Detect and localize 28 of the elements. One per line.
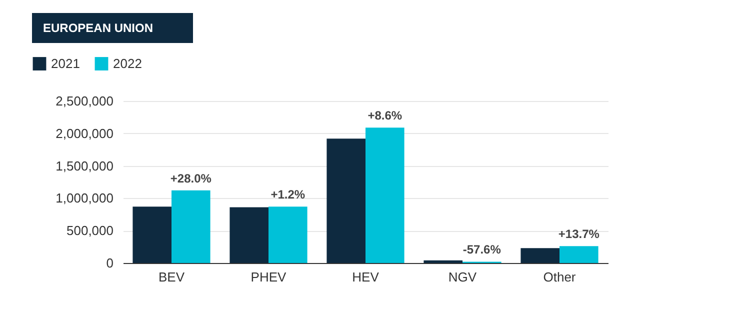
bar [520,248,560,263]
x-tick-label: PHEV [250,270,287,284]
legend-label: 2022 [113,56,142,71]
bar [230,207,268,263]
y-tick-label: 2,000,000 [56,126,114,141]
bar [268,206,308,263]
bar [366,128,404,263]
annotation: -57.6% [462,242,502,257]
chart-title: EUROPEAN UNION [43,21,154,35]
annotation: +13.7% [558,227,600,242]
annotation: +1.2% [270,188,306,202]
x-tick-label: HEV [352,270,380,284]
bar [560,246,598,263]
x-tick-label: NGV [448,270,477,284]
y-tick-label: 2,500,000 [56,94,114,108]
bar [424,260,462,263]
legend-label: 2021 [51,56,80,71]
y-tick-label: 500,000 [66,223,114,238]
annotation: +28.0% [170,171,212,186]
bar [326,138,366,263]
bar [132,206,172,263]
y-tick-label: 0 [106,256,114,270]
annotation: +8.6% [368,108,402,123]
x-tick-label: Other [543,270,576,284]
bar [172,190,210,263]
x-tick-label: BEV [158,270,185,284]
y-tick-label: 1,500,000 [56,158,114,174]
y-tick-label: 1,000,000 [56,190,114,206]
